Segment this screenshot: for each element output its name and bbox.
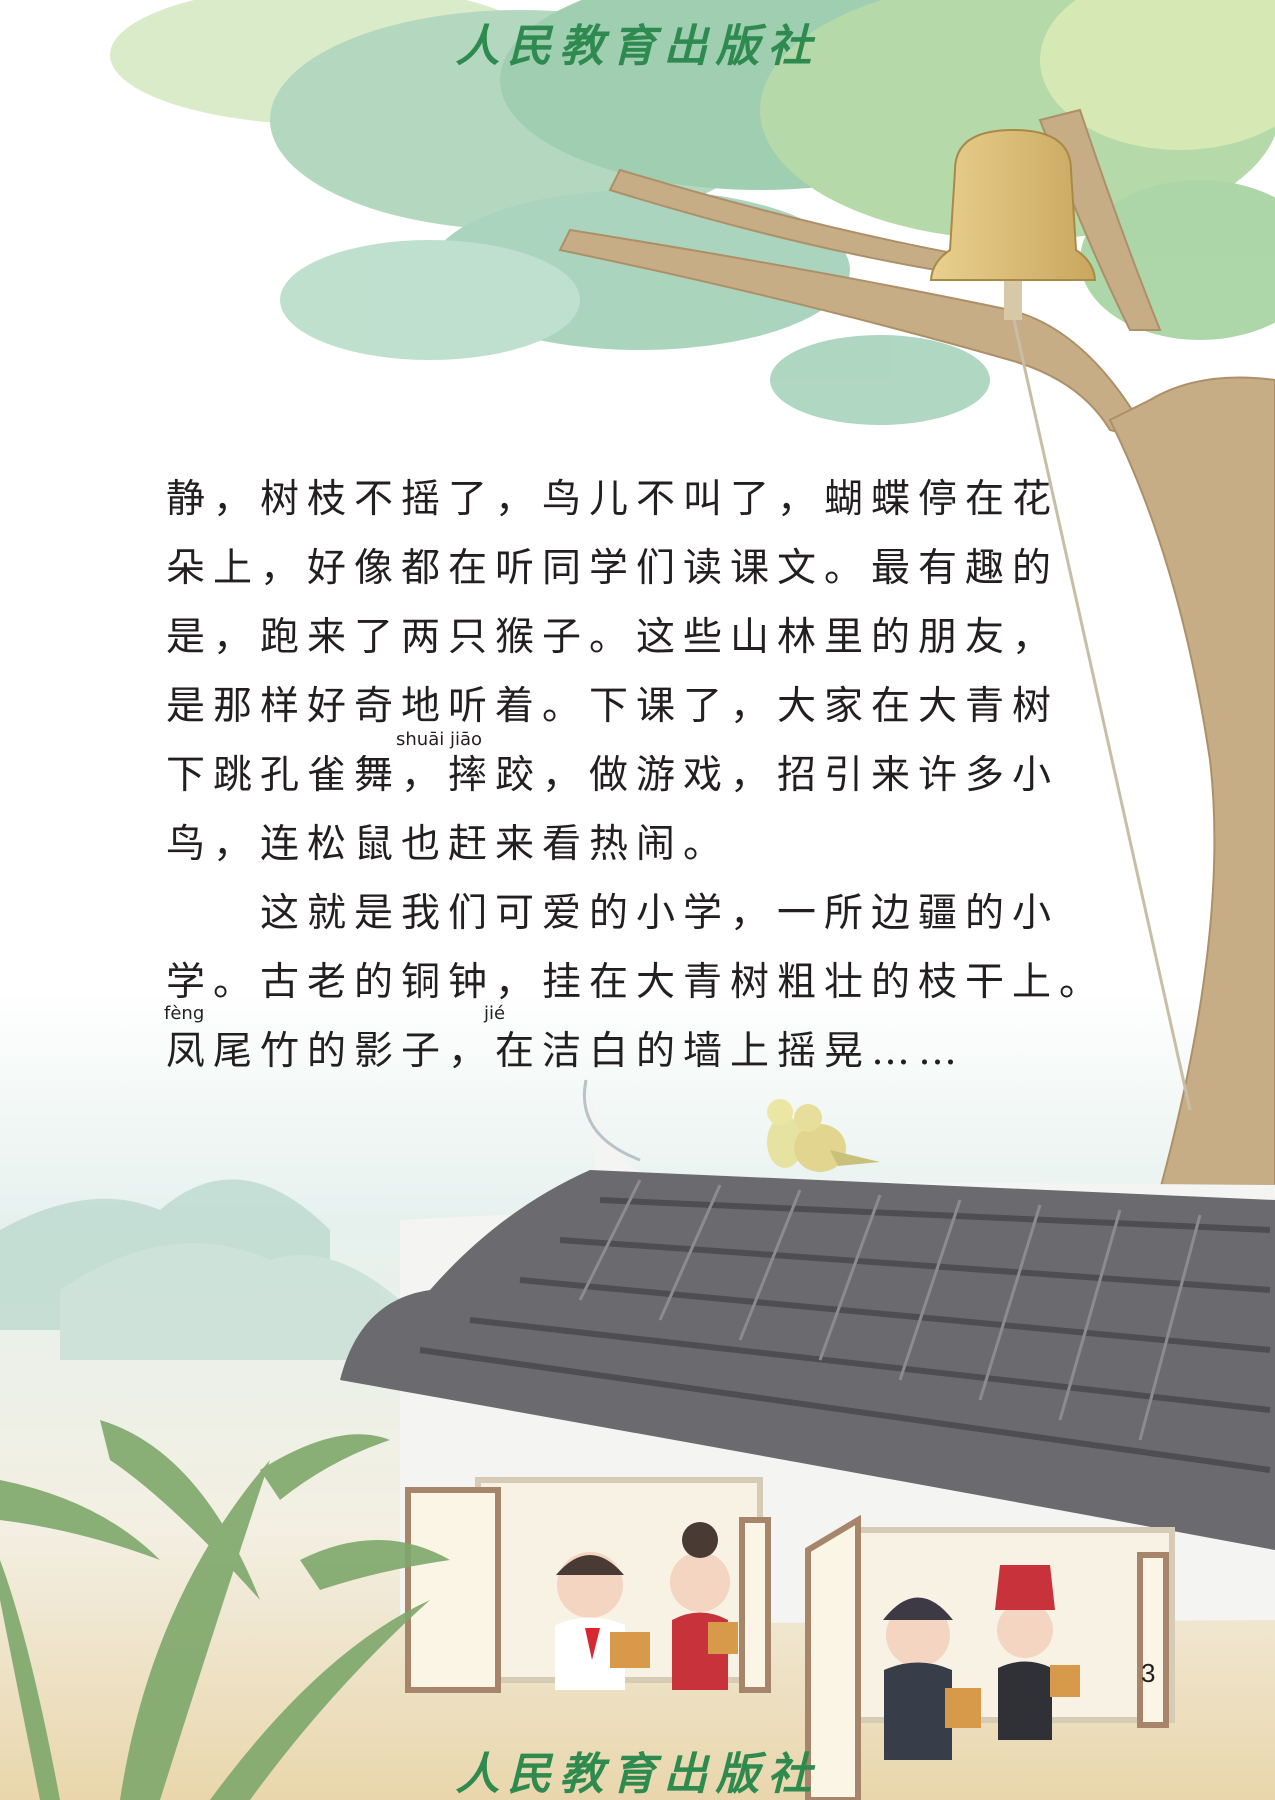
text-line: 朵上，好像都在听同学们读课文。最有趣的 (166, 546, 1060, 591)
publisher-logo-top: 人民教育出版社 (455, 21, 820, 72)
pinyin-annotation: fèng (164, 1003, 205, 1024)
tile-roof (340, 1170, 1275, 1550)
text-line: 这就是我们可爱的小学，一所边疆的小 (166, 891, 1060, 936)
two-birds (767, 1099, 880, 1172)
right-window (805, 1514, 1175, 1800)
publisher-logo-bottom: 人民教育出版社 (455, 1749, 820, 1800)
text-line: 下跳孔雀舞，摔跤，做游戏，招引来许多小 (166, 753, 1060, 798)
pinyin-annotation: shuāi jiāo (396, 729, 482, 750)
text-line: 凤尾竹的影子，在洁白的墙上摇晃…… (166, 1029, 966, 1074)
bamboo-leaves (0, 1420, 450, 1800)
hills (0, 1179, 400, 1360)
text-line: 是，跑来了两只猴子。这些山林里的朋友， (166, 615, 1060, 660)
left-window (405, 1477, 771, 1693)
tree-canopy (110, 0, 1275, 425)
bronze-bell (929, 128, 1192, 1111)
text-line: 静，树枝不摇了，鸟儿不叫了，蝴蝶停在花 (166, 477, 1060, 522)
text-line: 鸟，连松鼠也赶来看热闹。 (166, 822, 731, 867)
page-number: 3 (1141, 1658, 1156, 1688)
text-line: 学。古老的铜钟，挂在大青树粗壮的枝干上。 (166, 960, 1107, 1005)
lesson-text: 静，树枝不摇了，鸟儿不叫了，蝴蝶停在花 朵上，好像都在听同学们读课文。最有趣的 … (166, 470, 1107, 1091)
text-line: 是那样好奇地听着。下课了，大家在大青树 (166, 684, 1060, 729)
pinyin-annotation: jié (484, 1003, 506, 1024)
